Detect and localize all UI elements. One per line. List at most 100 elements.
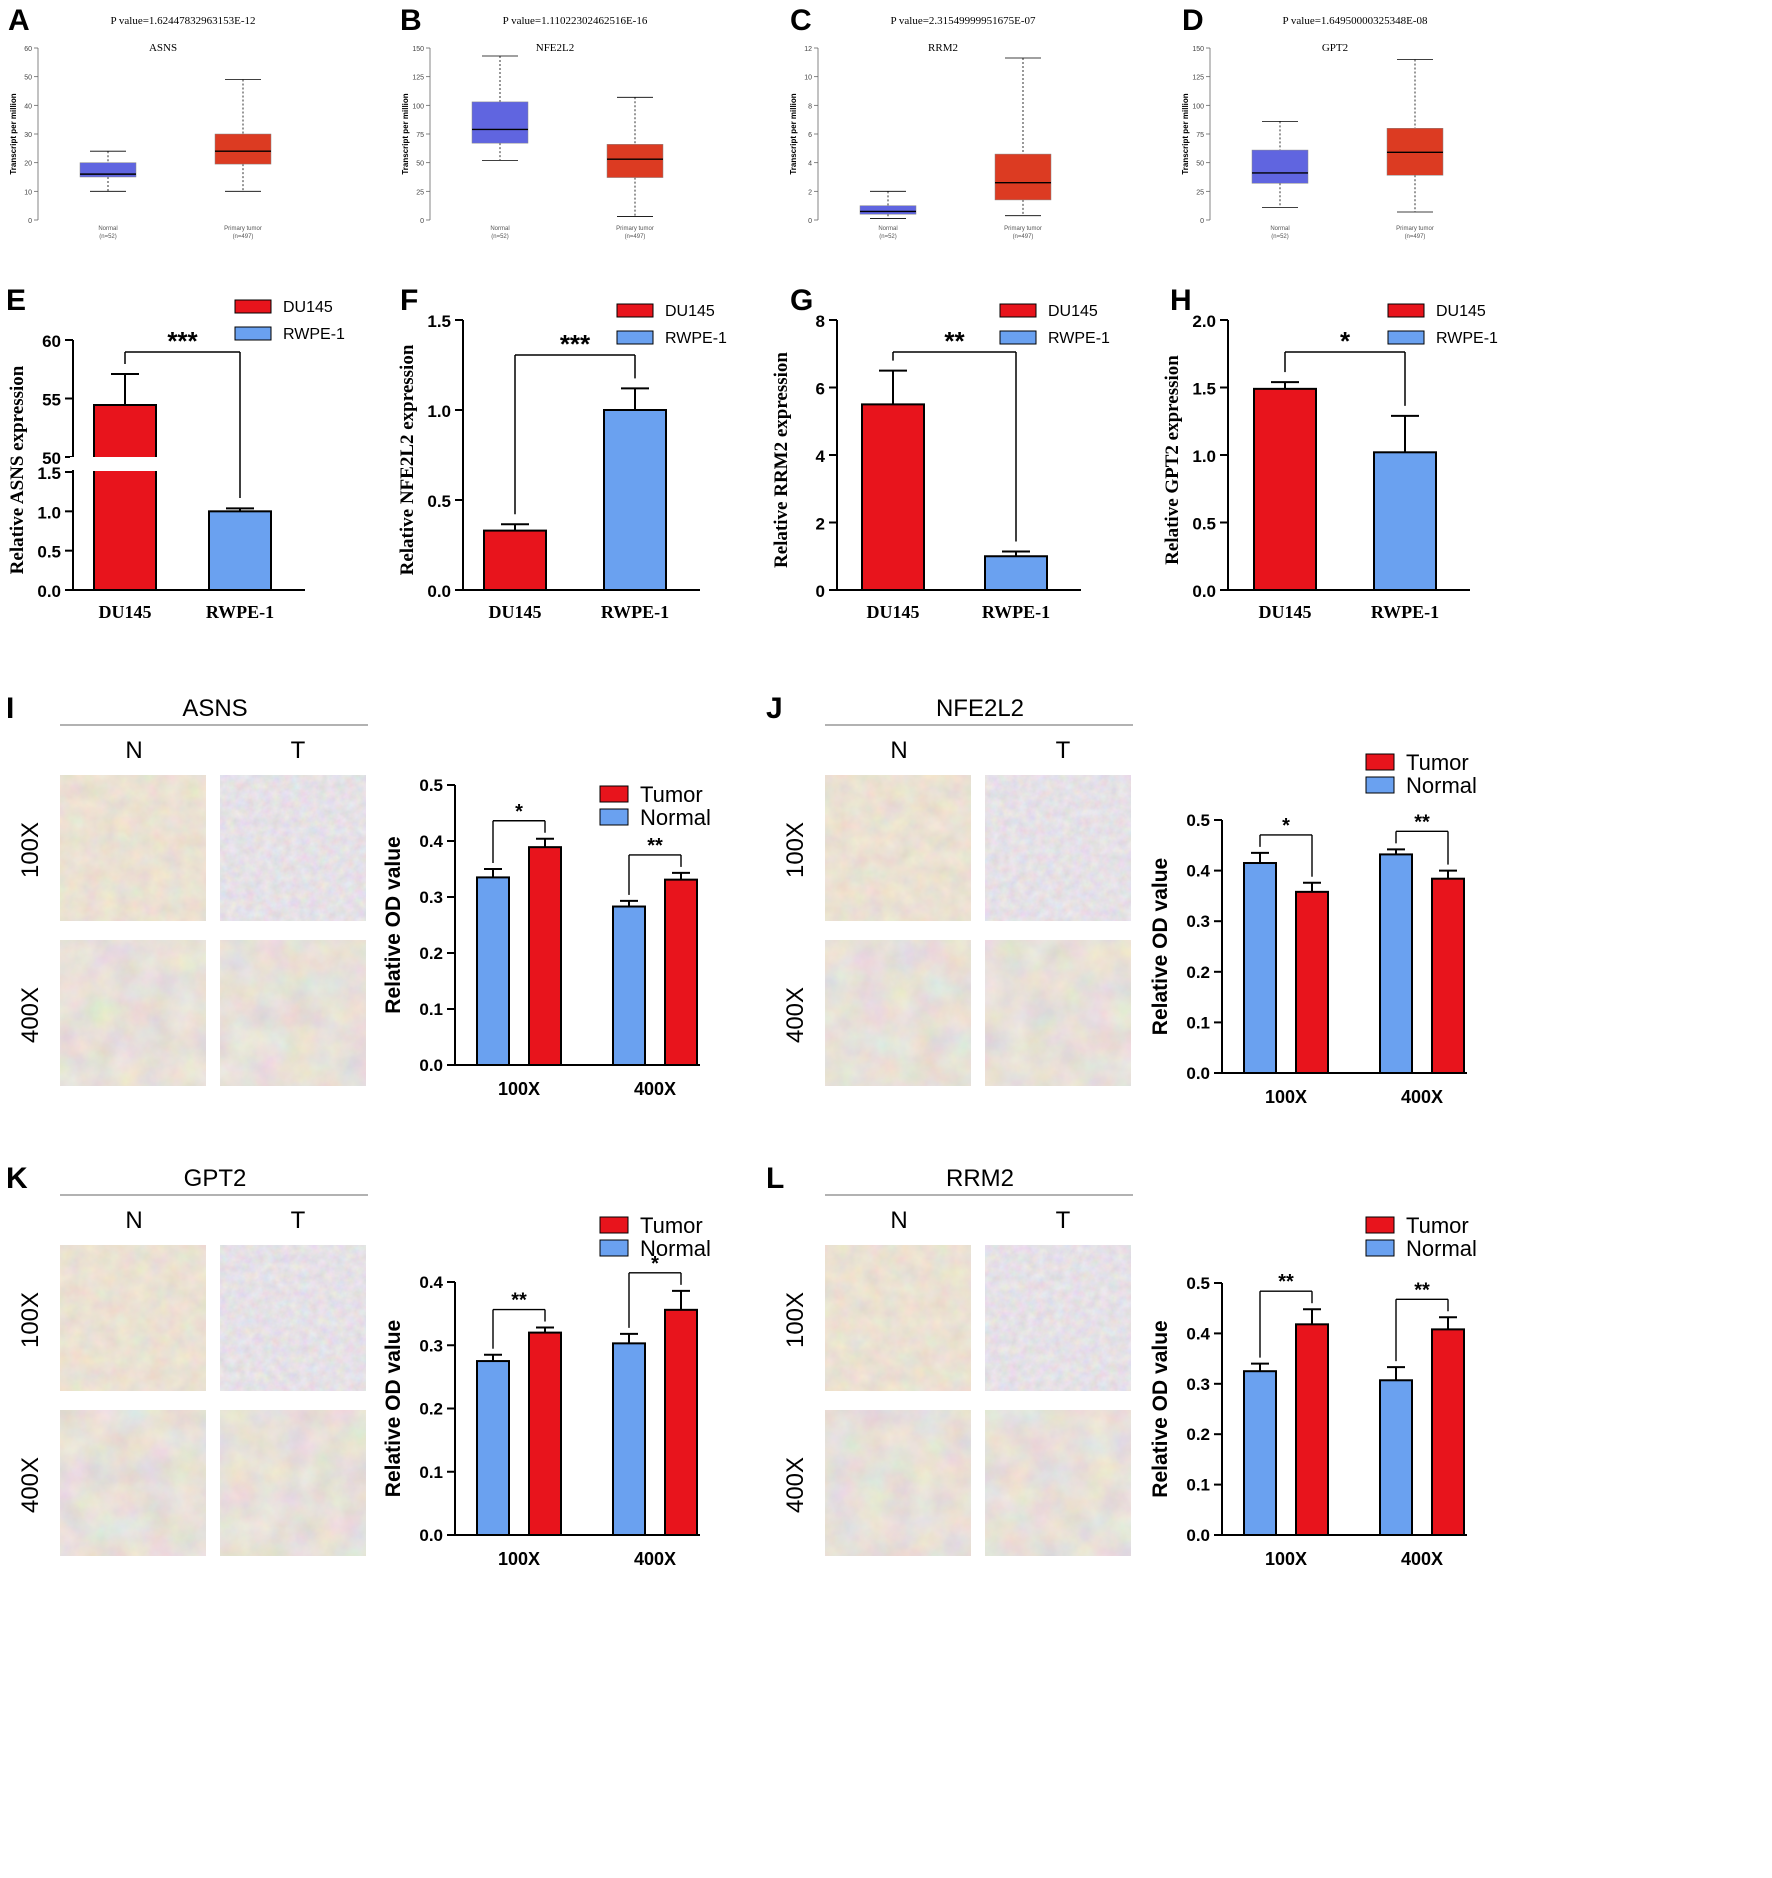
panel-letter-D: D [1182, 4, 1204, 37]
y-tick-label: 0.0 [419, 1526, 443, 1545]
x-tick-label: 400X [634, 1079, 676, 1099]
y-tick-label: 50 [42, 449, 61, 468]
y-tick-label: 0.0 [427, 582, 451, 601]
micrograph-n-400x [60, 1410, 206, 1556]
legend-swatch-tumor [599, 785, 629, 803]
group-n-label: (n=52) [491, 234, 509, 240]
box-iqr [1251, 149, 1309, 184]
micrograph-t-400x [985, 940, 1131, 1086]
legend-label: Tumor [640, 782, 703, 807]
bar [1253, 387, 1317, 591]
micrograph-n-400x [825, 940, 971, 1086]
legend-label: Normal [1406, 1236, 1477, 1261]
bar [93, 404, 157, 591]
y-tick-label: 0.1 [1186, 1476, 1210, 1495]
significance-stars: * [1282, 815, 1290, 837]
bar-tumor-100x [528, 846, 562, 1066]
boxplot-B: P value=1.11022302462516E-16 NFE2L2 Transc… [401, 15, 664, 240]
significance-stars: *** [560, 329, 591, 359]
legend-swatch-du145 [999, 303, 1037, 318]
bar-rwpe-1: RWPE-1 [1371, 414, 1439, 622]
significance-stars: ** [511, 1290, 527, 1312]
bar-du145: DU145 [861, 369, 925, 622]
y-tick-label: 50 [24, 75, 32, 82]
boxplot-C: P value=2.31549999951675E-07 RRM2 Transcri… [789, 15, 1052, 240]
y-tick-label: 0.2 [1186, 963, 1210, 982]
y-axis-label: Relative OD value [1149, 1320, 1172, 1497]
row-label-100x: 100X [782, 1292, 809, 1348]
y-tick-label: 1.0 [1192, 447, 1216, 466]
y-tick-label: 0 [420, 218, 424, 225]
y-tick-label: 0.0 [419, 1056, 443, 1075]
legend-swatch-normal [599, 1239, 629, 1257]
significance-bracket: *** [514, 329, 636, 515]
legend-swatch-du145 [1387, 303, 1425, 318]
x-tick-label: RWPE-1 [601, 602, 669, 622]
legend-swatch-tumor [599, 1216, 629, 1234]
column-label-n: N [125, 1207, 142, 1234]
legend-label: DU145 [283, 299, 333, 316]
legend-swatch-normal [1365, 1239, 1395, 1257]
significance-bracket: *** [124, 326, 241, 498]
grouped-barchart-L: 0.0 0.1 0.2 0.3 0.4 0.5 Relative OD value ** 100… [1149, 1213, 1477, 1569]
x-tick-label: DU145 [867, 602, 920, 622]
legend-swatch-rwpe-1 [616, 330, 654, 345]
x-tick-label: DU145 [99, 602, 152, 622]
y-tick-label: 6 [808, 132, 812, 139]
y-tick-label: 0.0 [1186, 1526, 1210, 1545]
row-label-400x: 400X [17, 1457, 44, 1513]
y-tick-label: 100 [1192, 103, 1204, 110]
box-tumor: Primary tumor (n=497) [214, 79, 272, 240]
legend-label: Normal [640, 1236, 711, 1261]
bar-tumor-100x [528, 1331, 562, 1536]
x-tick-label: 100X [1265, 1087, 1307, 1107]
y-tick-label: 1.5 [37, 464, 61, 483]
legend-swatch-normal [1365, 776, 1395, 794]
legend-label: Normal [1406, 773, 1477, 798]
panel-letter-K: K [6, 1162, 28, 1195]
bar-du145: DU145 [483, 523, 547, 622]
y-tick-label: 0.0 [1186, 1064, 1210, 1083]
y-tick-label: 125 [1192, 75, 1204, 82]
y-tick-label: 25 [1196, 189, 1204, 196]
p-value-label: P value=2.31549999951675E-07 [890, 15, 1036, 27]
box-iqr [994, 153, 1052, 201]
ihc-panel-K: GPT2 N T 100X 400X 0.0 0.1 0.2 0.3 0.4 Relative OD… [17, 1165, 711, 1569]
legend: DU145 RWPE-1 [234, 299, 345, 343]
y-tick-label: 0.4 [1186, 1324, 1210, 1343]
micrograph-t-100x [220, 775, 366, 921]
y-tick-label: 55 [42, 391, 61, 410]
y-tick-label: 0.4 [419, 832, 443, 851]
y-tick-label: 125 [412, 75, 424, 82]
y-axis-label: Relative ASNS expression [7, 365, 28, 574]
y-tick-label: 1.5 [1192, 380, 1216, 399]
row-label-100x: 100X [782, 822, 809, 878]
y-tick-label: 150 [412, 46, 424, 53]
legend-label: RWPE-1 [1436, 330, 1498, 347]
bar-tumor-400x [1431, 877, 1465, 1074]
y-tick-label: 2.0 [1192, 312, 1216, 331]
y-tick-label: 1.0 [427, 402, 451, 421]
axis-break-gap [92, 457, 158, 471]
panel-letter-F: F [400, 284, 418, 317]
y-tick-label: 0.5 [1186, 1274, 1210, 1293]
bar-rwpe-1: RWPE-1 [206, 507, 274, 622]
bar-rwpe-1: RWPE-1 [982, 550, 1050, 622]
panel-letter-A: A [8, 4, 30, 37]
box-tumor: Primary tumor (n=497) [606, 96, 664, 240]
grouped-barchart-I: 0.0 0.1 0.2 0.3 0.4 0.5 Relative OD value * 100X… [382, 776, 711, 1099]
x-tick-label: 100X [498, 1549, 540, 1569]
group-label: Primary tumor [1004, 226, 1042, 232]
bar [861, 403, 925, 591]
row-label-400x: 400X [782, 1457, 809, 1513]
bar-tumor-400x [664, 878, 698, 1067]
legend-label: RWPE-1 [665, 330, 727, 347]
bar-du145: DU145 [1253, 381, 1317, 622]
micrograph-t-400x [220, 1410, 366, 1556]
boxplot-D: P value=1.64950000325348E-08 GPT2 Transcri… [1181, 15, 1444, 240]
y-axis-label: Relative OD value [1149, 858, 1172, 1035]
x-tick-label: RWPE-1 [206, 602, 274, 622]
